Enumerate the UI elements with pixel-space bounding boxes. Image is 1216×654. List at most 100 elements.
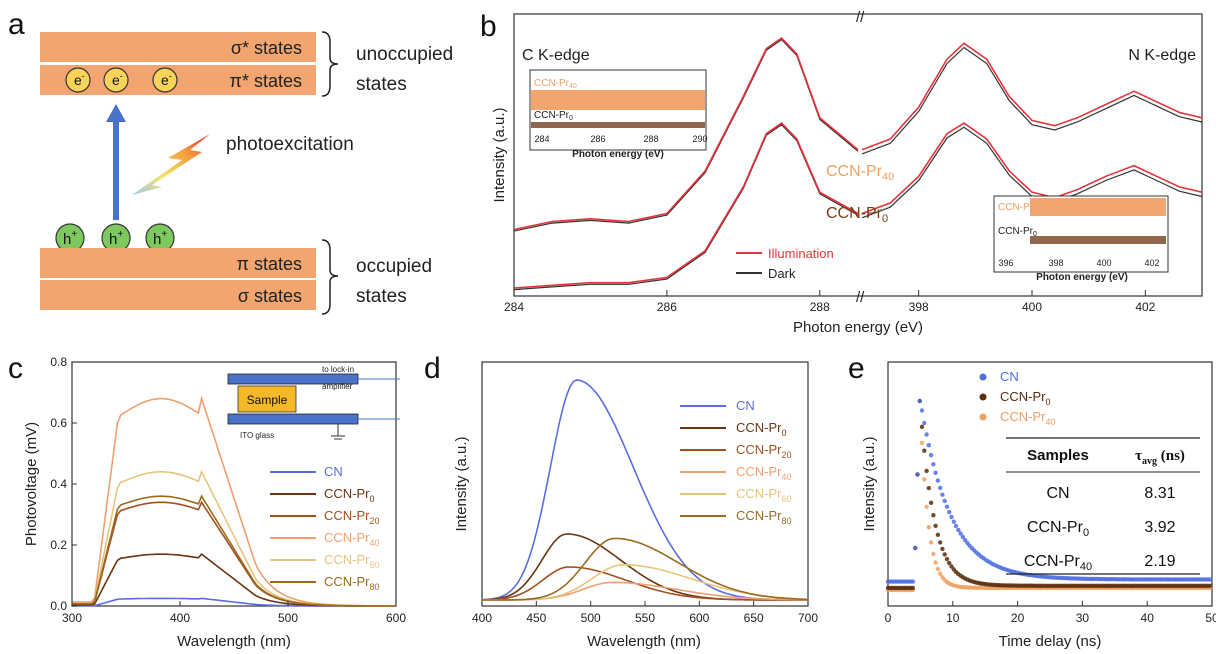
d-tick-label: 700 [798,611,818,625]
electron-label: e- [161,71,172,88]
inset-c-tick-3: 290 [692,134,707,144]
label-occupied-2: states [356,286,407,307]
c-y-axis-label: Photovoltage (mV) [23,422,40,546]
e-point [960,534,965,540]
c-legend-label: CN [324,464,343,479]
d-curve-group [481,379,809,601]
e-legend-label: CCN-Pr0 [1000,389,1051,407]
e-legend-label: CN [1000,369,1019,384]
plot-frame-d [481,361,809,607]
d-tick-label: 450 [526,611,546,625]
panel-label-a: a [8,8,25,41]
electron-label: e- [112,71,123,88]
c-tick-label: 600 [386,611,406,625]
label-photoexcitation: photoexcitation [226,134,354,155]
e-point [928,540,934,545]
e-point [935,566,941,572]
e-point [944,504,950,509]
e-point [944,556,950,562]
electron-label: e- [74,71,85,88]
e-point [942,498,947,504]
e-point [938,485,943,491]
e-point [922,477,927,482]
d-curve [482,581,808,601]
d-curve [481,566,808,601]
label-unoccupied-1: unoccupied [356,44,453,65]
b-curve-left-illumination [513,36,859,231]
table-cell-sample: CCN-Pr40 [1024,553,1092,573]
c-legend-label: CCN-Pr20 [324,508,380,526]
electron-icon [65,67,91,93]
c-ytick-label: 0.6 [50,416,67,430]
b-tick-label: 400 [1022,300,1042,314]
inset-n-xlabel: Photon energy (eV) [1036,272,1128,283]
e-point [940,492,945,497]
b-curve-right-dark [861,46,1203,155]
e-point [917,398,922,404]
d-legend-label: CCN-Pr80 [736,508,792,526]
d-y-axis-label: Intensity (a.u.) [453,436,470,531]
label-pi: π states [237,254,302,274]
e-point [924,504,929,509]
electrode-bottom [227,413,359,425]
c-ytick-label: 0.2 [50,538,67,552]
e-point [935,532,941,537]
inset-n-kedge: CCN-Pr40 CCN-Pr0 396 398 400 402 Photon … [993,195,1169,283]
b-label-ccn-pr40: CCN-Pr40 [826,163,894,183]
sample-block [237,385,297,413]
legend-dark: Dark [768,266,796,281]
c-legend: CN CCN-Pr0 CCN-Pr20 CCN-Pr40 CCN-Pr60 CCN-Pr8… [270,464,380,592]
table-header-tau: τavg (ns) [1135,448,1185,467]
e-tick-label: 20 [1011,611,1025,625]
e-point [933,470,938,475]
brace-occupied [321,239,339,315]
e-legend-label: CCN-Pr40 [1000,409,1056,427]
plot-frame-e [887,361,1213,607]
d-tick-group: 400 450 500 550 600 650 700 [472,601,818,625]
d-legend-label: CCN-Pr40 [736,464,792,482]
c-legend-label: CCN-Pr40 [324,530,380,548]
b-tick-label: 288 [810,300,830,314]
e-point [947,509,952,515]
c-tick-group: 300 400 500 600 0.0 0.2 0.4 0.6 0.8 [50,355,406,625]
inset-n-fill-top [1030,198,1166,216]
c-legend-label: CCN-Pr60 [324,552,380,570]
title-c-kedge: C K-edge [522,47,590,64]
axis-break-top: // [856,9,865,26]
tau-table: Samples τavg (ns) CN 8.31 CCN-Pr0 3.92 CCN-P… [1006,437,1200,575]
c-ytick-label: 0.8 [50,355,67,369]
inset-n-tick-3: 402 [1144,258,1159,268]
electron-group: e-e-e- [65,67,178,93]
plot-frame-b [513,13,1203,297]
e-x-axis-label: Time delay (ns) [999,633,1102,650]
inset-n-tick-0: 396 [998,258,1013,268]
e-point [915,472,920,477]
inset-n-label-40: CCN-Pr40 [998,202,1041,214]
d-tick-label: 400 [472,611,492,625]
b-tick-label: 398 [909,300,929,314]
label-lockin-1: to lock-in [322,365,354,374]
e-point [956,527,961,533]
c-tick-label: 500 [278,611,298,625]
e-tick-label: 30 [1076,611,1090,625]
inset-c-label-0: CCN-Pr0 [534,110,573,122]
b-tick-label: 402 [1135,300,1155,314]
e-legend-marker [979,373,987,381]
b-x-axis-label: Photon energy (eV) [793,319,923,336]
e-point [910,579,916,584]
e-point [933,560,938,565]
d-tick-label: 550 [635,611,655,625]
c-legend-label: CCN-Pr80 [324,574,380,592]
hole-group: h+ h+ h+ [55,223,175,253]
e-tick-label: 0 [885,611,892,625]
c-legend-label: CCN-Pr0 [324,486,375,504]
e-point [913,545,918,551]
c-curve [72,494,396,607]
label-unoccupied-2: states [356,74,407,95]
c-tick-label: 400 [170,611,190,625]
label-pi-star: π* states [230,71,302,91]
inset-n-tick-1: 398 [1048,258,1063,268]
panel-d: d 400 450 500 550 600 650 700 Wavelength (nm) … [424,352,818,650]
c-ytick-label: 0.0 [50,599,67,613]
